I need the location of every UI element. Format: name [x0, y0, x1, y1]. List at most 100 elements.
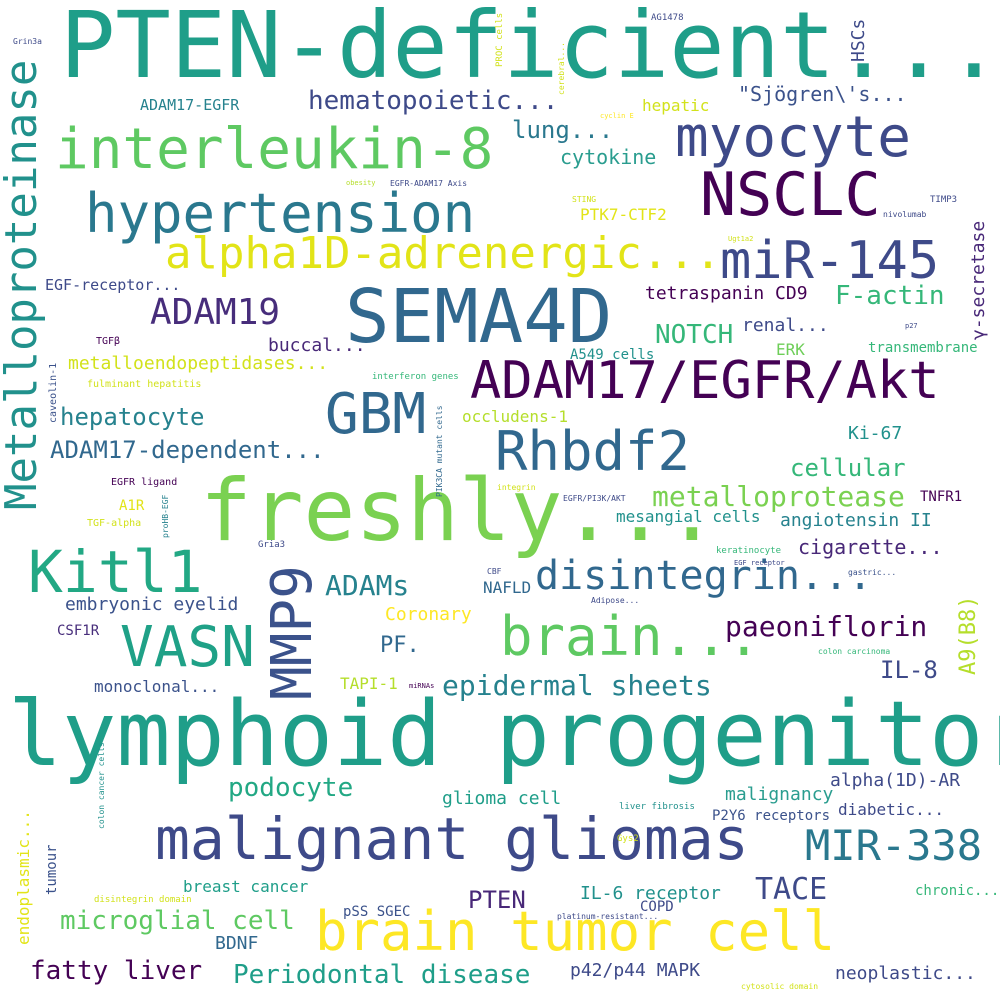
word: PROC cells [495, 12, 505, 67]
word: buccal... [268, 335, 366, 356]
word: CBF [487, 567, 502, 576]
word: obesity [346, 179, 376, 187]
word: p42/p44 MAPK [570, 960, 701, 981]
word: freshly... [200, 461, 718, 561]
word: cyclin E [600, 112, 634, 120]
word: epidermal sheets [442, 669, 712, 702]
word: alpha1D-adrenergic... [165, 228, 722, 279]
word: EGFR-ADAM17 Axis [390, 179, 468, 188]
word: Metalloproteinase [0, 59, 47, 510]
word: glioma cell [442, 788, 562, 809]
word: ADAM17-EGFR [140, 96, 240, 114]
word: diabetic... [838, 800, 944, 819]
word: NAFLD [483, 578, 532, 597]
word: brain... [500, 605, 761, 668]
word: cytosolic domain [741, 982, 819, 991]
word: STING [572, 195, 597, 204]
word: fulminant hepatitis [87, 379, 202, 390]
word: ADAM17-dependent... [50, 436, 325, 464]
word: metalloprotease [652, 480, 905, 513]
word: hypertension [85, 182, 476, 245]
word: embryonic eyelid [65, 594, 239, 615]
word: TACE [755, 872, 828, 907]
word: cerebral... [557, 42, 566, 95]
word: ADAM19 [150, 292, 281, 333]
word: mesangial cells [616, 507, 761, 526]
word: TAPI-1 [340, 674, 398, 693]
word: PTEN-deficient... [60, 0, 1000, 99]
word: TNFR1 [920, 489, 963, 505]
word: colon carcinoma [818, 647, 891, 656]
word: interleukin-8 [55, 117, 494, 182]
word: miRNAs [409, 682, 435, 690]
word: IL-8 [880, 656, 938, 684]
word: caveolin-1 [48, 362, 59, 423]
word: COPD [640, 899, 674, 915]
word: Periodontal disease [233, 960, 531, 990]
word: Adipose... [591, 596, 640, 605]
word: cellular [790, 454, 906, 482]
word: paeoniflorin [725, 610, 928, 643]
word: γ-secretase [968, 220, 989, 340]
word: Grin3a [13, 37, 42, 46]
word: miR-145 [720, 231, 940, 291]
word: Rhbdf2 [495, 420, 691, 483]
word: podocyte [228, 773, 354, 803]
word: pSS SGEC [343, 904, 411, 920]
word: chronic... [915, 883, 1000, 899]
word: TGFβ [96, 336, 121, 347]
word: myocyte [675, 105, 912, 170]
word: HSCs [848, 18, 869, 62]
word: disintegrin... [535, 553, 873, 599]
word: EGF receptor [734, 559, 785, 567]
word: NOTCH [655, 320, 734, 350]
word: gastric... [848, 568, 897, 577]
word: MMP9 [260, 565, 325, 700]
word: GBM [325, 382, 427, 447]
word: tetraspanin CD9 [645, 283, 808, 304]
word: platinum-resistant... [557, 912, 659, 921]
word: angiotensin II [780, 510, 932, 531]
word: SEMA4D [345, 274, 613, 360]
word: hematopoietic... [308, 86, 559, 116]
word: PTK7-CTF2 [580, 205, 667, 224]
word: VASN [120, 615, 255, 680]
word: microglial cell [60, 906, 295, 936]
word: monoclonal... [94, 677, 220, 696]
word: colon cancer cells [97, 742, 106, 829]
word: F-actin [835, 281, 945, 311]
word: metalloendopeptidases... [68, 353, 329, 374]
word: ADAM17/EGFR/Akt [470, 351, 940, 411]
word: liver fibrosis [619, 802, 695, 812]
word: proHB-EGF [161, 494, 170, 538]
word: EGFR ligand [111, 477, 178, 488]
word: hepatic [642, 96, 710, 115]
word: fatty liver [30, 956, 203, 986]
word: brain tumor cell [315, 900, 836, 963]
word: Gria3 [258, 540, 286, 550]
word: PIK3CA mutant cells [435, 405, 444, 497]
word: breast cancer [183, 877, 309, 896]
word: renal... [742, 315, 829, 336]
word: Ki-67 [848, 423, 903, 444]
word: neoplastic... [835, 963, 976, 984]
word: transmembrane [868, 340, 978, 356]
word: TIMP3 [930, 195, 958, 205]
word: P2Y6 receptors [712, 808, 831, 824]
word: p27 [905, 322, 918, 330]
word: "Sjögren\'s... [738, 82, 907, 106]
word: PF. [380, 633, 420, 658]
word: ERK [776, 340, 805, 359]
word: TGF-alpha [87, 518, 142, 529]
word: malignancy [725, 784, 834, 805]
word: EGFR/PI3K/AKT [563, 494, 626, 503]
word: cigarette... [798, 535, 943, 559]
word: A1R [119, 498, 145, 514]
word: PTEN [468, 886, 526, 914]
word: Gys2 [617, 834, 639, 844]
word: cytokine [560, 145, 657, 169]
word: disintegrin domain [94, 895, 192, 905]
word: ADAMs [325, 569, 410, 602]
word: Ugt1a2 [728, 235, 754, 243]
